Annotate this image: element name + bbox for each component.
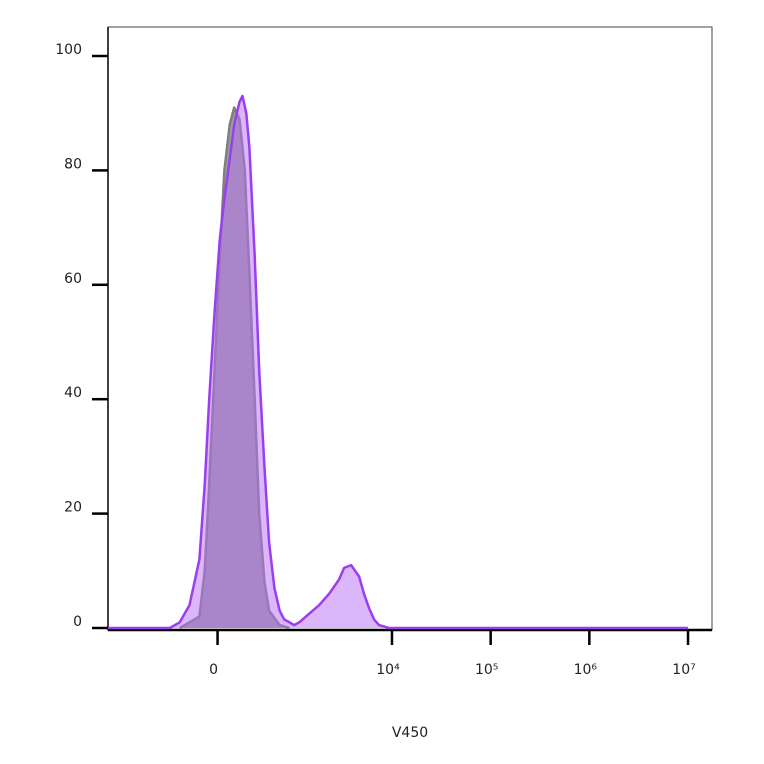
x-tick-label: 0 xyxy=(209,662,218,678)
x-tick-label: 10⁷ xyxy=(672,662,695,678)
y-tick-label: 60 xyxy=(64,271,82,287)
plot-frame xyxy=(107,26,713,631)
histogram-area xyxy=(108,96,688,628)
y-tick-label: 40 xyxy=(64,385,82,401)
histogram-line xyxy=(108,94,688,630)
y-tick-label: 0 xyxy=(73,614,82,630)
x-tick-label: 10⁶ xyxy=(574,662,598,678)
y-tick-label: 100 xyxy=(55,42,82,58)
x-axis-label: V450 xyxy=(392,725,428,741)
y-tick-label: 20 xyxy=(64,500,82,516)
x-tick-label: 10⁵ xyxy=(475,662,498,678)
x-tick-label: 10⁴ xyxy=(376,662,400,678)
y-tick-label: 80 xyxy=(64,156,82,172)
